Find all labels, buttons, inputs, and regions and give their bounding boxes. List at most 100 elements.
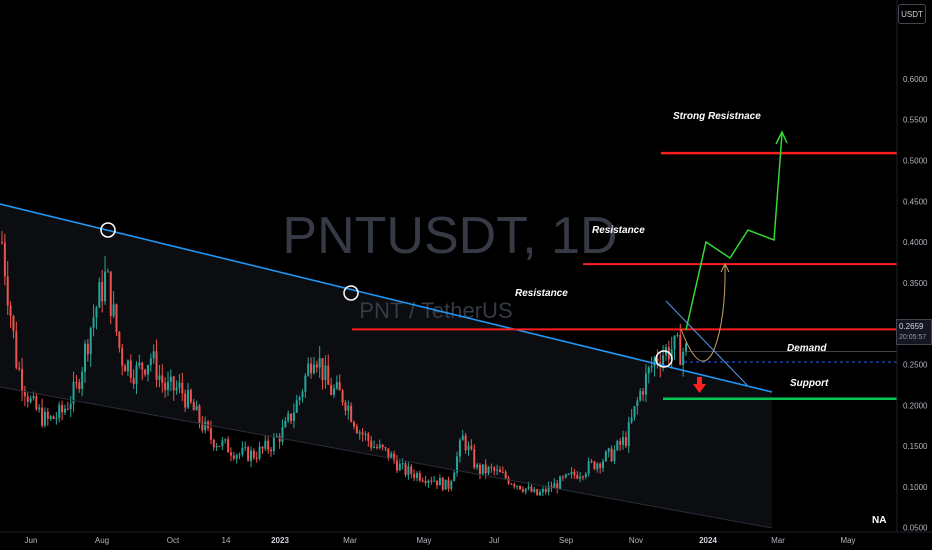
candle-body <box>633 406 636 418</box>
candle-body <box>61 404 64 413</box>
y-axis: 0.60000.55000.50000.45000.40000.35000.30… <box>896 0 928 533</box>
channel-upper-line <box>0 203 773 393</box>
candle-body <box>418 473 421 481</box>
candle-body <box>453 472 456 482</box>
x-tick-label: 2024 <box>699 536 717 545</box>
annotation-label: Support <box>790 378 829 389</box>
candle-body <box>158 375 161 380</box>
x-tick-label: 14 <box>222 536 231 545</box>
candle-body <box>642 391 645 395</box>
y-tick-label: 0.3500 <box>903 279 928 288</box>
candle-body <box>644 373 647 395</box>
current-price: 0.2659 <box>899 322 924 331</box>
candle-body <box>149 358 152 366</box>
candle-body <box>656 358 659 362</box>
candle-body <box>398 463 401 471</box>
candle-body <box>281 427 284 442</box>
candle-body <box>464 435 467 451</box>
candle-body <box>284 420 287 428</box>
x-tick-label: 2023 <box>271 536 289 545</box>
triangle-line <box>665 300 748 386</box>
candle-body <box>126 360 129 372</box>
candle-body <box>166 381 169 391</box>
candle-body <box>581 476 584 478</box>
candle-body <box>561 476 564 478</box>
candle-body <box>602 461 605 469</box>
candle-body <box>627 422 630 446</box>
annotation-label: Resistance <box>515 288 568 299</box>
candle-body <box>478 464 481 474</box>
candle-body <box>86 343 89 355</box>
candle-body <box>447 479 450 489</box>
candle-body <box>321 358 324 381</box>
candle-body <box>653 358 656 367</box>
alt-curve-arrowhead <box>720 262 730 273</box>
candle-body <box>381 444 384 448</box>
candle-body <box>164 382 167 391</box>
candles-layer <box>1 231 687 497</box>
candle-body <box>49 416 52 419</box>
currency-label[interactable]: USDT <box>898 4 926 24</box>
candle-body <box>647 367 650 374</box>
candle-body <box>570 471 573 475</box>
candle-body <box>547 486 550 492</box>
candle-body <box>218 445 221 447</box>
candle-body <box>43 411 46 426</box>
candle-body <box>75 382 78 384</box>
candle-body <box>304 375 307 392</box>
candle-body <box>12 315 15 332</box>
candle-body <box>184 393 187 408</box>
candle-body <box>493 467 496 471</box>
candle-body <box>189 389 192 403</box>
candle-body <box>324 365 327 381</box>
candle-body <box>310 363 313 374</box>
candle-body <box>66 408 69 410</box>
annotation-label: Strong Resistnace <box>673 111 761 122</box>
candle-body <box>378 444 381 448</box>
candle-body <box>401 463 404 465</box>
candle-body <box>350 405 353 422</box>
candle-body <box>616 440 619 450</box>
alt-curve-path <box>680 264 726 362</box>
candle-body <box>373 446 376 448</box>
candle-body <box>109 271 112 317</box>
candle-body <box>318 358 321 368</box>
candle-body <box>624 437 627 446</box>
candle-body <box>564 474 567 478</box>
candle-body <box>267 440 270 450</box>
candle-body <box>132 378 135 384</box>
candle-body <box>209 428 212 440</box>
candle-body <box>81 371 84 389</box>
candle-body <box>450 481 453 489</box>
candle-body <box>32 396 35 399</box>
candle-body <box>604 451 607 462</box>
candle-body <box>249 450 252 461</box>
candle-body <box>441 477 444 490</box>
projection-arrowhead <box>775 130 788 145</box>
candle-body <box>358 432 361 434</box>
candle-body <box>481 464 484 474</box>
candle-body <box>92 317 95 328</box>
candle-body <box>510 483 513 485</box>
candle-body <box>221 440 224 447</box>
candle-body <box>315 364 318 368</box>
candle-body <box>593 461 596 470</box>
x-tick-label: Oct <box>167 536 180 545</box>
candle-body <box>599 463 602 469</box>
candle-body <box>679 335 682 366</box>
down-arrow-icon <box>693 377 706 393</box>
candle-body <box>298 397 301 401</box>
candle-body <box>104 271 107 302</box>
candle-body <box>487 466 490 474</box>
candle-body <box>169 376 172 382</box>
candle-body <box>178 382 181 388</box>
candle-body <box>484 464 487 474</box>
candle-body <box>98 281 101 308</box>
candle-body <box>596 463 599 470</box>
candle-body <box>367 433 370 441</box>
candle-body <box>224 439 227 441</box>
candle-body <box>607 448 610 452</box>
candle-body <box>370 440 373 448</box>
candle-body <box>496 469 499 471</box>
candle-body <box>676 335 679 337</box>
